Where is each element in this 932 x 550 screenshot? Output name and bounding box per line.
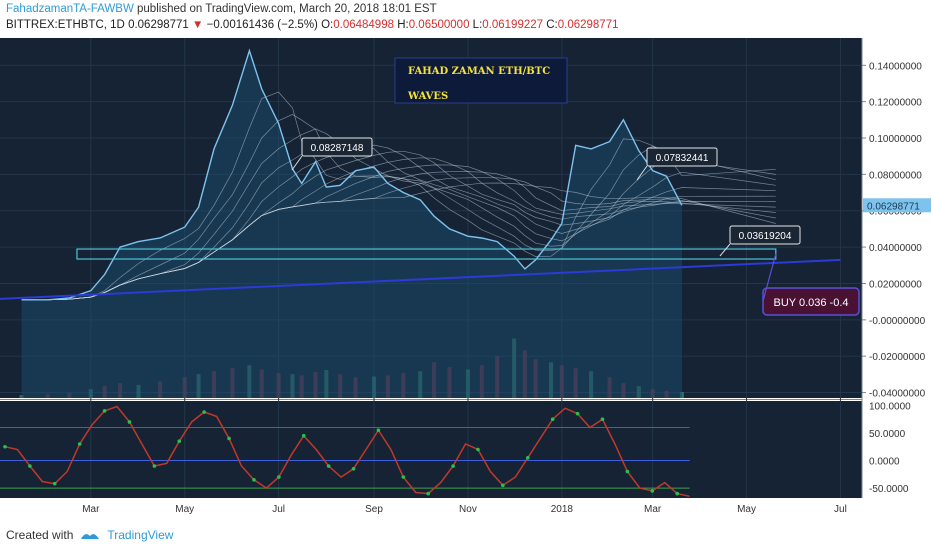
x-tick-label: Jul [834,504,847,515]
x-tick-label: Jul [272,504,285,515]
tradingview-link[interactable]: TradingView [107,528,174,542]
osc-signal-dot [451,464,455,468]
osc-signal-dot [3,444,7,449]
osc-signal-dot [376,428,381,433]
open-label: O: [321,19,334,31]
volume-bar [19,395,24,398]
osc-signal-dot [227,436,231,441]
publish-text: published on TradingView.com, March 20, … [137,3,437,15]
buy-box [762,287,860,316]
oscillator-line [4,405,690,498]
title-box [394,57,568,104]
price-line [21,48,683,301]
osc-signal-dot [600,417,605,421]
price-axis-bg [862,38,932,516]
x-tick-label: Mar [644,504,662,515]
y-tick-label: 0.04000000 [869,243,922,254]
osc-signal-dot [675,491,679,496]
oscillator-pane-bg [0,401,862,498]
x-tick-label: Nov [459,504,477,515]
callout-high-label: 0.08287148 [311,143,364,154]
y-tick-label: 0.08000000 [869,170,922,181]
osc-tick-label: 50.0000 [869,429,906,440]
x-tick-label: Sep [365,504,383,515]
publish-info: FahadzamanTA-FAWBW published on TradingV… [6,3,437,15]
callout-support-pointer [719,243,731,257]
osc-signal-dot [102,409,107,413]
open-value: 0.06484998 [333,19,394,31]
osc-signal-dot [152,464,157,468]
callout-mid-label: 0.07832441 [656,153,709,164]
chart-title: FAHAD ZAMAN ETH/BTC [408,66,550,77]
osc-signal-dot [550,417,555,421]
osc-signal-dot [77,442,82,446]
osc-signal-dot [525,455,530,460]
osc-signal-dot [326,464,331,468]
osc-signal-dot [650,489,655,493]
tradingview-logo-icon [81,534,100,539]
osc-signal-dot [127,420,132,424]
price-area [21,50,682,398]
created-with-text: Created with [6,528,74,542]
x-tick-label: 2018 [551,504,574,515]
callout-high-box [301,137,373,157]
osc-signal-dot [28,464,32,468]
y-tick-label: -0.02000000 [869,352,926,363]
low-value: 0.06199227 [482,19,544,31]
osc-signal-dot [202,410,206,414]
ribbon-line [21,128,776,301]
price-tag-label: 0.06298771 [867,201,920,212]
callout-mid-box [646,147,718,167]
osc-signal-dot [277,475,281,479]
osc-signal-dot [52,481,57,486]
osc-signal-dot [575,411,580,416]
ribbon-line [21,91,776,301]
symbol-info: BITTREX:ETHBTC, 1D 0.06298771 ▼ −0.00161… [6,19,619,31]
chart-subtitle: WAVES [407,91,448,102]
osc-signal-dot [426,491,431,496]
osc-signal-dot [351,466,356,471]
callout-support-box [729,225,801,245]
osc-signal-dot [401,475,406,479]
y-tick-label: -0.00000000 [869,316,926,327]
price-change: −0.00161436 (−2.5%) [206,19,318,31]
down-arrow-icon: ▼ [192,19,204,31]
close-label: C: [546,19,558,31]
ribbon-line [21,182,776,301]
y-tick-label: 0.12000000 [869,98,922,109]
last-price: 0.06298771 [128,19,189,31]
callout-mid-pointer [636,165,648,181]
callout-high-pointer [291,155,303,171]
osc-tick-label: -50.0000 [869,484,909,495]
price-chart[interactable]: 0.14000000 0.12000000 0.10000000 0.08000000… [0,38,932,516]
y-tick-label: 0.14000000 [869,61,922,72]
close-value: 0.06298771 [557,19,619,31]
y-tick-label: 0.10000000 [869,134,922,145]
osc-signal-dot [625,469,630,474]
osc-tick-label: 0.0000 [869,457,900,468]
support-trendline [0,258,841,300]
osc-tick-label: 100.0000 [869,401,911,412]
osc-signal-dot [476,447,480,452]
buy-pointer [762,253,777,302]
high-label: H: [397,19,409,31]
symbol-label: BITTREX:ETHBTC, 1D [6,19,125,31]
buy-label: BUY 0.036 -0.4 [773,297,848,309]
osc-signal-dot [301,433,306,438]
author-link[interactable]: FahadzamanTA-FAWBW [6,3,134,15]
osc-signal-dot [501,483,505,488]
y-tick-label: 0.02000000 [869,279,922,290]
callout-support-label: 0.03619204 [739,231,792,242]
osc-signal-dot [177,439,182,444]
footer: Created with TradingView [6,528,173,542]
price-tag-bg [863,198,931,213]
low-label: L: [472,19,483,31]
x-tick-label: May [737,504,756,515]
x-tick-label: May [175,504,194,515]
y-tick-label: -0.04000000 [869,389,926,400]
osc-signal-dot [252,478,256,482]
x-tick-label: Mar [82,504,100,515]
high-value: 0.06500000 [408,19,470,31]
volume-bar [679,392,684,398]
